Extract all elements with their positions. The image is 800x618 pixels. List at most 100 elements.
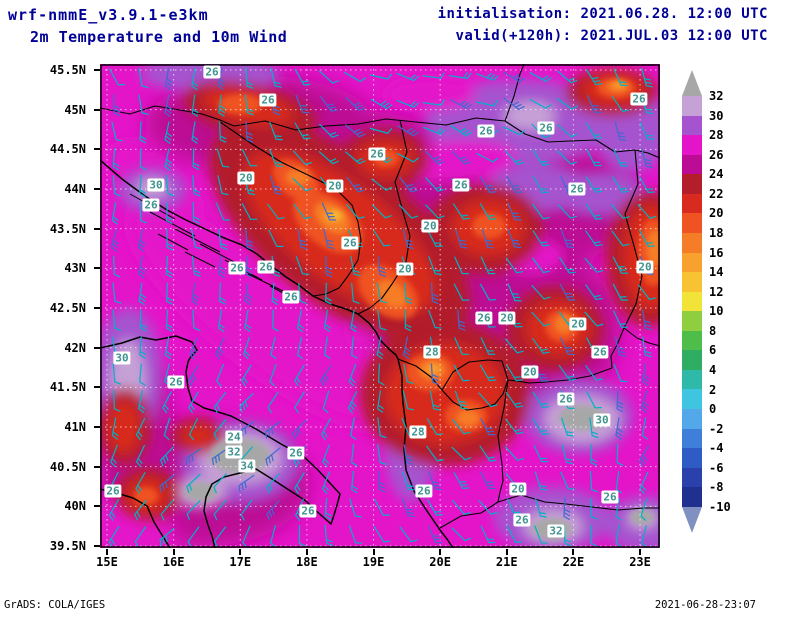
wind-barb: [293, 203, 312, 220]
wind-barb: [351, 282, 360, 304]
contour-label: 26: [259, 93, 277, 107]
colorbar-band: [682, 330, 702, 351]
wind-barb: [637, 204, 657, 219]
wind-barb: [265, 447, 281, 466]
wind-barb: [399, 176, 418, 193]
wind-barb: [559, 257, 576, 274]
wind-barb: [638, 445, 650, 467]
wind-barb: [245, 255, 253, 278]
wind-barb: [615, 497, 622, 521]
colorbar-tick-label: 18: [709, 225, 724, 240]
wind-barb: [321, 202, 337, 221]
temp-blob-14-16: [613, 82, 625, 88]
wind-barb: [585, 230, 603, 247]
wind-barb: [403, 444, 414, 465]
wind-barb: [139, 363, 146, 386]
contour-label: 20: [396, 262, 414, 276]
wind-barb: [507, 202, 522, 221]
wind-barb: [324, 336, 331, 359]
wind-barb: [506, 364, 523, 382]
wind-barb: [640, 498, 648, 521]
wind-barb: [266, 500, 280, 521]
wind-barb: [450, 125, 472, 137]
contour-label: 20: [421, 219, 439, 233]
colorbar-band: [682, 350, 702, 370]
wind-barb: [272, 309, 279, 332]
wind-barb: [241, 149, 258, 167]
wind-barb: [503, 97, 525, 110]
wind-barb: [453, 364, 470, 382]
wind-barb: [219, 121, 227, 143]
wind-barb: [214, 526, 226, 548]
wind-barb: [373, 230, 391, 247]
colorbar-tick-label: -2: [709, 421, 724, 436]
wind-barb: [324, 524, 334, 546]
wind-barb: [191, 94, 199, 117]
temp-blob-16-18: [376, 280, 408, 308]
wind-barb: [639, 122, 655, 140]
wind-barb: [557, 150, 578, 165]
wind-barb: [641, 417, 649, 440]
colorbar-band: [682, 409, 702, 429]
contour-label: 26: [513, 513, 531, 527]
wind-barb: [324, 282, 332, 305]
wind-barb: [191, 255, 201, 277]
temp-blob-18-20: [472, 213, 506, 239]
wind-barb: [475, 100, 499, 107]
colorbar-tick-label: 24: [709, 167, 724, 182]
wind-barb: [505, 391, 524, 408]
x-axis-tick-mark: [639, 549, 642, 555]
wind-barb: [584, 257, 604, 273]
wind-barb: [531, 311, 551, 327]
contour-label: 26: [299, 504, 317, 518]
x-axis-tick-mark: [505, 549, 508, 555]
wind-barb: [112, 363, 122, 385]
wind-barb: [294, 391, 305, 414]
wind-barb: [211, 448, 229, 466]
wind-barb: [449, 72, 472, 79]
colorbar-tick-label: 4: [709, 362, 717, 377]
wind-barb: [348, 363, 357, 387]
wind-barb: [479, 203, 497, 220]
wind-barb: [164, 67, 173, 90]
contour-label: 26: [203, 65, 221, 79]
wind-barb: [457, 309, 466, 331]
colorbar-tick-label: 20: [709, 206, 724, 221]
contour-label: 32: [225, 445, 243, 459]
wind-barb: [322, 471, 330, 494]
wind-barb: [399, 526, 418, 543]
wind-barb: [585, 203, 603, 220]
wind-barb: [422, 72, 445, 79]
x-axis-tick-label: 18E: [296, 555, 318, 569]
wind-barb: [297, 228, 308, 250]
wind-barb: [135, 444, 146, 468]
y-axis-tick-label: 42N: [64, 340, 86, 355]
wind-barb: [563, 497, 571, 520]
contour-label: 26: [477, 124, 495, 138]
contour-label: 26: [368, 147, 386, 161]
wind-barb: [371, 178, 393, 191]
wind-barb: [642, 309, 652, 331]
country-border: [610, 149, 643, 369]
wind-barb: [298, 524, 306, 547]
wind-barb: [267, 203, 285, 220]
wind-barb: [373, 526, 391, 543]
contour-label: 30: [147, 178, 165, 192]
colorbar-band: [682, 193, 702, 214]
colorbar-tick-label: 12: [709, 284, 724, 299]
wind-barb: [453, 472, 470, 489]
colorbar-band: [682, 96, 702, 116]
contour-label: 26: [591, 345, 609, 359]
contour-label: 26: [568, 182, 586, 196]
weather-map: [100, 64, 660, 548]
wind-barb: [298, 282, 307, 304]
wind-barb: [213, 499, 227, 521]
wind-barb: [453, 283, 470, 301]
wind-barb: [108, 499, 120, 521]
wind-barb: [479, 445, 497, 462]
x-axis-tick-label: 19E: [362, 555, 385, 569]
contour-label: 26: [257, 260, 275, 274]
wind-barb: [590, 524, 598, 547]
temp-blob-20-22: [108, 401, 140, 453]
wind-barb: [165, 309, 173, 332]
